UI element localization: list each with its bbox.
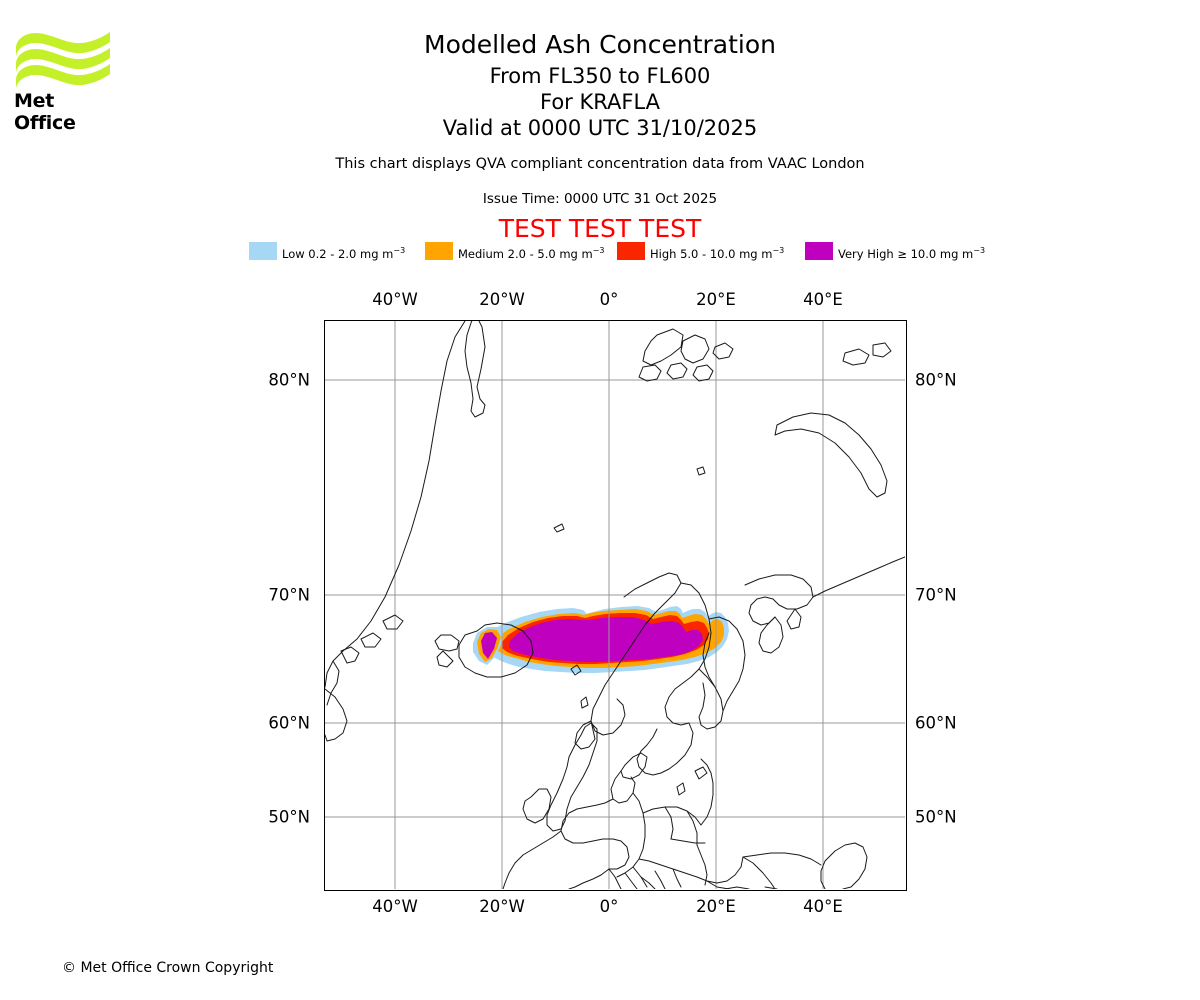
border-germany-north [560,798,630,870]
ash-plume-layer [473,606,729,673]
coastline-russia-arctic [812,556,905,598]
border-baltic-1 [664,806,674,840]
coastline-greenland-main [325,321,466,706]
copyright-notice: © Met Office Crown Copyright [62,960,274,976]
lat-tick-label-right-3: 50°N [915,807,957,827]
issue-time: Issue Time: 0000 UTC 31 Oct 2025 [482,191,718,207]
met-office-logo: Met Office [14,28,112,134]
volcano-name: For KRAFLA [540,90,660,114]
lat-tick-label-left-0: 80°N [268,370,310,390]
border-germany-poland [616,792,646,878]
ash-concentration-map [325,321,905,889]
coastline-black-sea [706,856,776,889]
coastline-caspian [820,842,868,889]
coastline-italy [624,872,656,889]
coastline-greenland-fjords [340,614,404,664]
lat-tick-label-right-0: 80°N [915,370,957,390]
legend-label-3: Very High ≥ 10.0 mg m−3 [838,246,986,261]
coastline-jutland [610,770,636,804]
plume-veryhigh-contour [509,617,703,662]
coastline-gotland [676,782,686,796]
lon-tick-label-top-4: 40°E [803,290,843,309]
coastline-franz-josef [842,342,892,366]
lat-tick-label-left-3: 50°N [268,807,310,827]
qva-subtitle: This chart displays QVA compliant concen… [335,156,865,172]
plume-source-core [481,632,497,659]
coastline-shetland [580,696,589,709]
concentration-legend: Low 0.2 - 2.0 mg m−3 Medium 2.0 - 5.0 mg … [0,241,1200,261]
lon-tick-label-top-2: 0° [599,290,619,309]
met-office-wordmark: Met Office [14,90,76,134]
coastline-iceland [458,622,534,678]
legend-unit-exponent-1: −3 [592,246,605,255]
coastline-kola-white-sea [744,574,814,626]
coastline-bjornoya [696,466,706,476]
legend-label-2: High 5.0 - 10.0 mg m−3 [650,246,785,261]
valid-time: Valid at 0000 UTC 31/10/2025 [442,116,758,140]
coastline-poland-baltic [642,806,702,826]
lon-tick-label-top-0: 40°W [372,290,418,309]
coastline-greenland [464,321,486,418]
coastline-greenland-south [325,688,348,742]
border-russia-south [742,852,822,866]
coastline-iceland-west-fjords [434,634,460,668]
legend-swatch-0 [249,242,277,260]
legend-swatch-3 [805,242,833,260]
lat-tick-label-left-2: 60°N [268,713,310,733]
border-baltic-2 [686,810,698,846]
coastline-sweden-coast [636,722,694,776]
coastline-gulf-bothnia [698,668,724,730]
legend-swatch-2 [617,242,645,260]
coastline-kanin [786,608,802,630]
lon-tick-label-bot-1: 20°W [479,897,525,916]
graticule-grid [325,321,905,889]
legend-label-1: Medium 2.0 - 5.0 mg m−3 [458,246,605,261]
border-france-east [568,868,610,889]
lat-tick-label-right-1: 70°N [915,585,957,605]
coastline-denmark [620,752,648,780]
test-banner: TEST TEST TEST [498,214,702,243]
lon-tick-label-bot-2: 0° [599,897,619,916]
border-poland-east [696,844,708,886]
coastline-scandinavia-east [664,582,712,726]
page-title: Modelled Ash Concentration [424,30,776,59]
coastline-jan-mayen [553,523,565,533]
legend-swatch-1 [425,242,453,260]
coastline-novaya-zemlya [774,412,888,498]
legend-unit-exponent-2: −3 [772,246,785,255]
border-balkans [632,866,682,889]
coastline-france-iberia [502,830,562,889]
coastline-norway [590,572,682,736]
legend-unit-exponent-0: −3 [393,246,406,255]
coastline-layer [325,321,905,889]
border-finland-sweden [702,632,716,688]
lon-tick-label-bot-4: 40°E [803,897,843,916]
legend-unit-exponent-3: −3 [973,246,986,255]
coastline-norway-coast2 [574,720,596,750]
coastline-ireland [522,788,552,824]
lon-tick-label-top-1: 20°W [479,290,525,309]
flight-level-range: From FL350 to FL600 [489,64,711,88]
map-plot-area[interactable] [324,320,907,891]
border-alps [608,868,622,889]
border-ukraine [638,856,744,884]
coastline-finland-border [708,616,746,712]
coastline-turkey [724,886,778,889]
coastline-svalbard [638,328,734,382]
lon-tick-label-bot-0: 40°W [372,897,418,916]
coastline-great-britain [546,722,598,832]
border-baltic-3 [670,838,706,844]
lat-tick-label-right-2: 60°N [915,713,957,733]
coastline-baltic-states [700,758,714,826]
legend-label-0: Low 0.2 - 2.0 mg m−3 [282,246,406,261]
coastline-estonia-islands [694,766,708,780]
lon-tick-label-bot-3: 20°E [696,897,736,916]
lat-tick-label-left-1: 70°N [268,585,310,605]
met-office-wave-mark [16,32,110,90]
lon-tick-label-top-3: 20°E [696,290,736,309]
coastline-faroe-islands [570,664,582,676]
coastline-white-sea-inner [758,616,784,654]
